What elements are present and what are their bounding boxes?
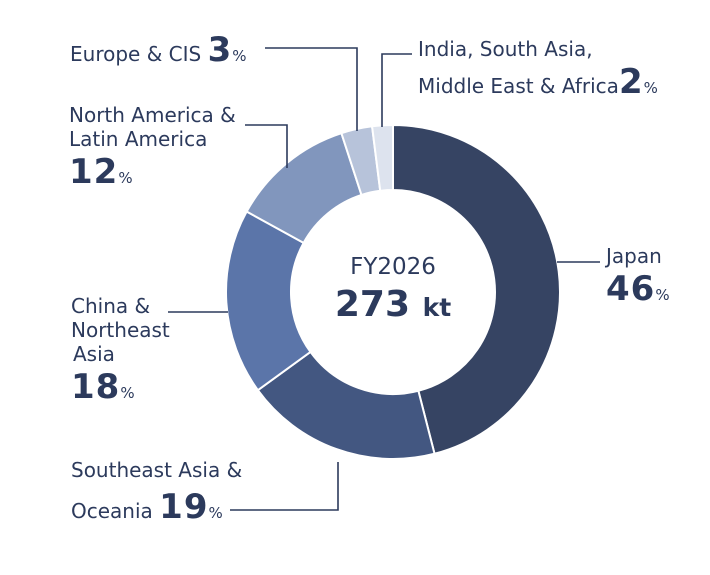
label-north-america-line1: North America & xyxy=(69,103,236,127)
label-southeast-asia-pct: % xyxy=(208,504,223,522)
label-india: India, South Asia, Middle East & Africa2… xyxy=(418,37,658,100)
label-china: China & Northeast Asia 18% xyxy=(71,294,170,405)
label-japan-pct: % xyxy=(655,286,670,304)
center-title: FY2026 xyxy=(350,254,436,280)
donut-center: FY2026 273 kt xyxy=(293,253,493,328)
label-china-value: 18 xyxy=(71,367,121,407)
leader-line-india xyxy=(381,53,412,127)
label-japan: Japan 46% xyxy=(606,244,670,307)
leader-line-europe xyxy=(265,47,358,131)
center-total: 273 kt xyxy=(293,285,493,328)
label-japan-name: Japan xyxy=(606,244,662,268)
slice-india xyxy=(370,123,394,192)
label-southeast-asia: Southeast Asia & Oceania 19% xyxy=(71,458,242,525)
label-north-america-value: 12 xyxy=(69,152,119,192)
label-north-america-pct: % xyxy=(118,169,133,187)
leader-line-north-america xyxy=(245,124,288,168)
label-china-line3: Asia xyxy=(73,342,115,366)
label-southeast-asia-value: 19 xyxy=(159,487,209,527)
center-value: 273 xyxy=(334,284,411,325)
label-southeast-asia-line2: Oceania xyxy=(71,499,153,523)
center-unit: kt xyxy=(422,293,452,322)
label-india-line2: Middle East & Africa xyxy=(418,74,619,98)
label-europe: Europe & CIS 3% xyxy=(70,33,247,68)
label-north-america: North America & Latin America 12% xyxy=(69,103,236,190)
leader-line-southeast-asia xyxy=(230,462,339,511)
label-china-pct: % xyxy=(120,384,135,402)
label-europe-pct: % xyxy=(232,47,247,65)
label-india-value: 2 xyxy=(618,62,644,102)
label-japan-value: 46 xyxy=(606,269,656,309)
label-china-line1: China & xyxy=(71,294,151,318)
label-europe-value: 3 xyxy=(207,30,233,70)
slice-japan xyxy=(392,123,561,455)
label-india-line1: India, South Asia, xyxy=(418,37,593,61)
label-china-line2: Northeast xyxy=(71,318,170,342)
label-india-pct: % xyxy=(643,79,658,97)
label-north-america-line2: Latin America xyxy=(69,127,208,151)
label-southeast-asia-line1: Southeast Asia & xyxy=(71,458,243,482)
label-europe-name: Europe & CIS xyxy=(70,42,202,66)
